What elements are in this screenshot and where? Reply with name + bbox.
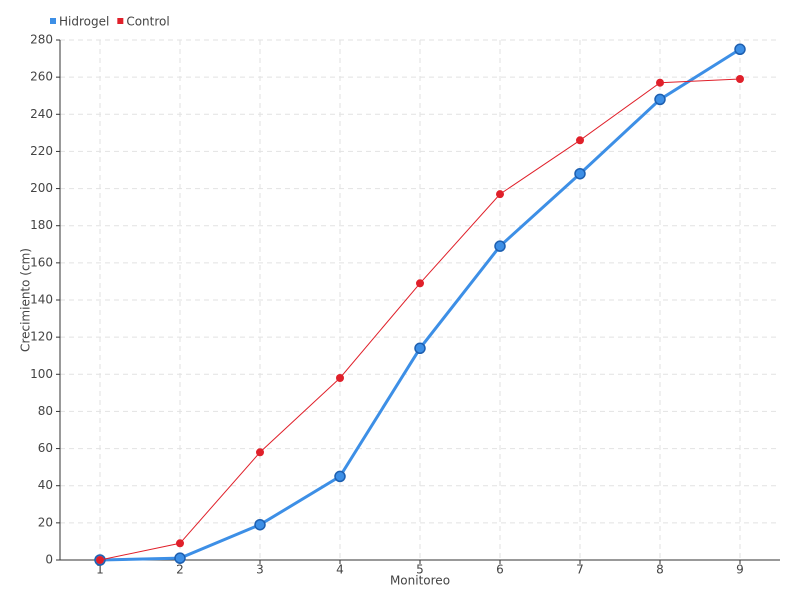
x-tick-label: 7 <box>576 563 584 577</box>
data-point <box>496 190 504 199</box>
y-tick-label: 260 <box>30 70 53 84</box>
x-tick-label: 1 <box>96 563 104 577</box>
y-tick-label: 160 <box>30 255 53 269</box>
y-tick-label: 100 <box>30 367 53 381</box>
y-tick-label: 40 <box>38 478 53 492</box>
data-point <box>254 518 266 531</box>
data-point <box>494 240 506 252</box>
data-point <box>336 374 344 382</box>
y-tick-label: 120 <box>30 330 53 344</box>
y-tick-label: 20 <box>38 515 53 529</box>
data-point <box>96 556 104 564</box>
legend-label: Control <box>126 15 169 29</box>
y-tick-label: 200 <box>30 181 53 195</box>
data-point <box>734 43 746 56</box>
y-tick-label: 240 <box>30 107 53 121</box>
y-axis-label: Crecimiento (cm) <box>19 248 33 352</box>
y-tick-label: 280 <box>30 33 53 47</box>
data-point <box>334 470 346 483</box>
x-tick-label: 8 <box>656 563 664 577</box>
y-tick-label: 180 <box>30 218 53 232</box>
x-tick-label: 4 <box>336 563 344 577</box>
data-point <box>656 78 664 87</box>
x-tick-label: 3 <box>256 563 264 577</box>
data-point <box>574 167 586 180</box>
x-tick-label: 6 <box>496 563 504 577</box>
y-tick-label: 0 <box>45 553 53 567</box>
legend-swatch <box>50 18 56 24</box>
data-point <box>414 342 426 355</box>
data-point <box>174 552 186 564</box>
x-tick-label: 5 <box>416 563 424 577</box>
legend-label: Hidrogel <box>59 15 109 29</box>
data-point <box>654 93 666 106</box>
legend-swatch <box>117 18 124 24</box>
data-point <box>416 279 424 288</box>
data-point <box>256 448 264 457</box>
x-axis-label: Monitoreo <box>390 574 450 588</box>
data-point <box>736 75 744 83</box>
y-tick-label: 80 <box>38 404 53 418</box>
x-tick-label: 2 <box>176 563 184 577</box>
y-tick-label: 220 <box>30 144 53 158</box>
y-tick-label: 140 <box>30 293 53 307</box>
data-point <box>176 539 184 548</box>
x-tick-label: 9 <box>736 563 744 577</box>
y-tick-label: 60 <box>38 441 53 455</box>
data-point <box>576 136 584 145</box>
